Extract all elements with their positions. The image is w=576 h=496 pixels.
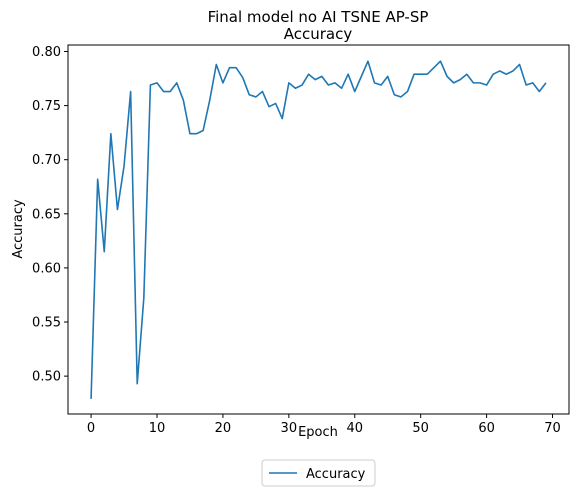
x-tick-label: 60: [478, 421, 495, 436]
x-axis: 0 10 20 30 40 50 60 70: [87, 414, 561, 436]
x-tick-label: 30: [281, 421, 298, 436]
series-line-accuracy: [90, 60, 547, 399]
y-tick-label: 0.50: [32, 370, 61, 385]
legend-box: [261, 459, 376, 487]
series-layer: [90, 60, 547, 399]
y-tick-label: 0.65: [32, 207, 61, 222]
legend-label-accuracy: Accuracy: [306, 467, 366, 482]
x-tick-label: 20: [215, 421, 232, 436]
plot-frame: [67, 44, 570, 415]
y-tick-label: 0.70: [32, 153, 61, 168]
x-tick-label: 40: [346, 421, 363, 436]
chart-title: Final model no AI TSNE AP-SP: [208, 8, 429, 26]
y-axis: 0.50 0.55 0.60 0.65 0.70 0.75 0.80: [32, 45, 68, 385]
y-tick-label: 0.80: [32, 45, 61, 60]
y-tick-label: 0.60: [32, 261, 61, 276]
y-axis-label: Accuracy: [11, 199, 26, 259]
x-tick-label: 50: [412, 421, 429, 436]
x-tick-label: 0: [87, 421, 95, 436]
plot-area: 0 10 20 30 40 50 60 70 0.50 0.55 0.60 0.65 0.70 0.75…: [32, 44, 570, 436]
x-axis-label: Epoch: [298, 425, 338, 440]
x-tick-label: 10: [149, 421, 166, 436]
y-tick-label: 0.75: [32, 99, 61, 114]
legend: Accuracy: [261, 459, 376, 487]
y-tick-label: 0.55: [32, 316, 61, 331]
chart-subtitle: Accuracy: [284, 25, 353, 43]
x-tick-label: 70: [544, 421, 561, 436]
